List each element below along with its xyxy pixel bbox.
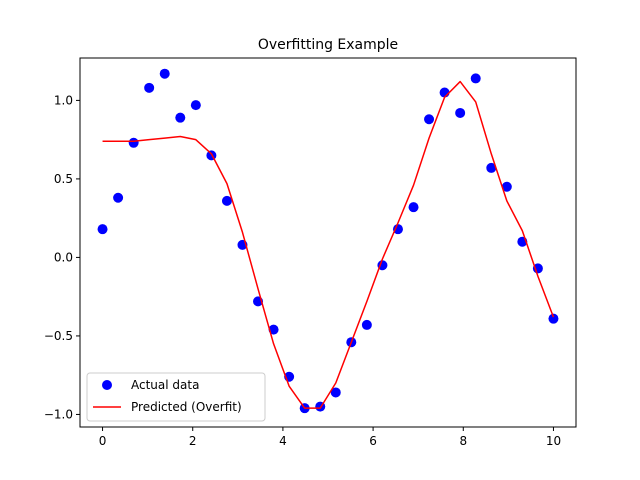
x-tick-label: 10 xyxy=(546,434,561,448)
x-tick-label: 6 xyxy=(369,434,377,448)
data-point-actual xyxy=(144,82,155,93)
legend-marker-actual-data xyxy=(102,380,112,390)
legend-label-predicted: Predicted (Overfit) xyxy=(131,400,242,414)
data-point-actual xyxy=(501,181,512,192)
plot-area xyxy=(97,68,559,414)
data-point-actual xyxy=(113,192,124,203)
legend: Actual data Predicted (Overfit) xyxy=(86,372,266,422)
y-tick-label: −1.0 xyxy=(44,407,73,421)
data-point-actual xyxy=(548,313,559,324)
axis-ticks: 0 2 4 6 8 10 1.0 0.5 0.0 −0.5 −1.0 xyxy=(44,93,561,448)
x-tick-label: 4 xyxy=(279,434,287,448)
series-line-predicted xyxy=(102,80,555,409)
x-tick-label: 8 xyxy=(459,434,467,448)
data-point-actual xyxy=(486,162,497,173)
data-point-actual xyxy=(330,387,341,398)
data-point-actual xyxy=(424,114,435,125)
data-point-actual xyxy=(190,100,201,111)
data-point-actual xyxy=(221,195,232,206)
data-point-actual xyxy=(97,224,108,235)
axes-frame xyxy=(79,57,577,428)
x-tick-label: 2 xyxy=(189,434,197,448)
y-tick-label: −0.5 xyxy=(44,329,73,343)
legend-label-actual-data: Actual data xyxy=(131,378,199,392)
data-point-actual xyxy=(455,107,466,118)
data-point-actual xyxy=(175,112,186,123)
data-point-actual xyxy=(128,137,139,148)
data-point-actual xyxy=(268,324,279,335)
y-tick-label: 1.0 xyxy=(54,93,73,107)
data-point-actual xyxy=(439,87,450,98)
chart-title: Overfitting Example xyxy=(258,37,398,53)
data-point-actual xyxy=(408,202,419,213)
data-point-actual xyxy=(470,73,481,84)
data-point-actual xyxy=(392,224,403,235)
y-tick-label: 0.0 xyxy=(54,250,73,264)
y-tick-label: 0.5 xyxy=(54,172,73,186)
x-tick-label: 0 xyxy=(99,434,107,448)
data-point-actual xyxy=(361,319,372,330)
legend-box xyxy=(86,372,266,422)
data-point-actual xyxy=(159,68,170,79)
